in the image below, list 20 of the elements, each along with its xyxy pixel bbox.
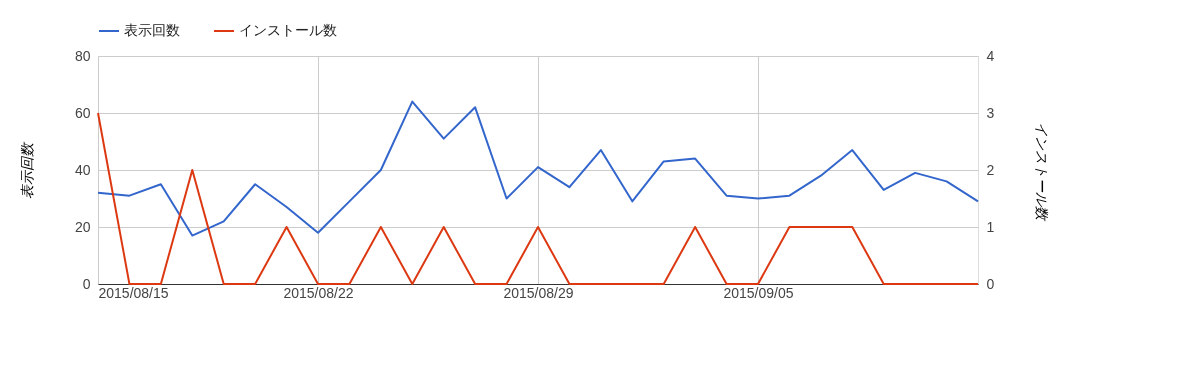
y-tick-label: 80: [74, 47, 91, 64]
y2-axis-title: インストール数: [1034, 121, 1051, 222]
legend-label: 表示回数: [124, 22, 180, 38]
y2-tick-label: 2: [986, 161, 995, 178]
y2-tick-label: 0: [986, 275, 995, 292]
y-tick-label: 60: [74, 104, 91, 121]
y2-tick-label: 4: [986, 47, 995, 64]
y2-tick-label: 1: [986, 218, 995, 235]
x-tick-label: 2015/08/22: [283, 284, 354, 301]
y-tick-label: 40: [74, 161, 91, 178]
x-tick-label: 2015/08/15: [98, 284, 169, 301]
line-series: [97, 100, 979, 237]
legend-label: インストール数: [239, 22, 337, 38]
y2-tick-label: 3: [986, 104, 995, 121]
line-series: [97, 112, 979, 285]
y-tick-label: 20: [74, 218, 91, 235]
y-tick-label: 0: [82, 275, 91, 292]
x-tick-label: 2015/09/05: [723, 284, 794, 301]
y-axis-title: 表示回数: [18, 140, 35, 199]
x-tick-label: 2015/08/29: [503, 284, 574, 301]
